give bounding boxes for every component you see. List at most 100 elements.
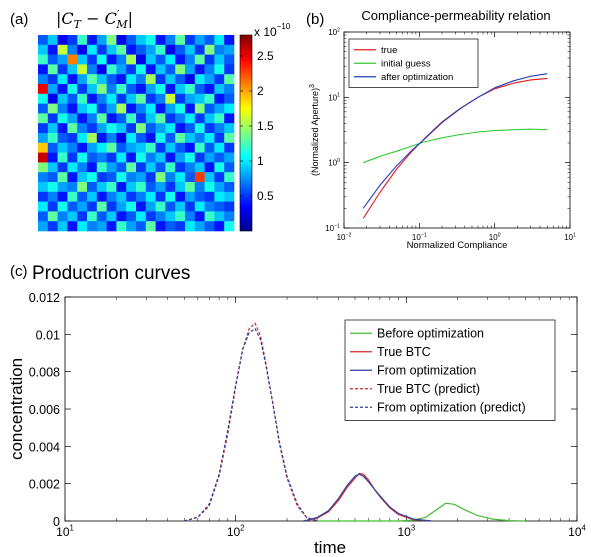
heatmap-cell: [38, 162, 49, 173]
legend-label: True BTC (predict): [377, 382, 480, 396]
heatmap-cell: [116, 182, 127, 193]
heatmap-cell: [145, 93, 156, 104]
heatmap-cell: [175, 123, 186, 134]
heatmap-cell: [126, 142, 137, 153]
panel-b-tag: (b): [306, 11, 324, 28]
colorbar-ticks: 0.5 1 1.5 2 2.5: [240, 49, 274, 203]
heatmap-cell: [38, 64, 49, 75]
heatmap-cell: [57, 44, 68, 55]
heatmap-cell: [47, 93, 58, 104]
x-tick-label-base: 10: [564, 233, 573, 242]
heatmap-cell: [214, 221, 225, 232]
heatmap-cell: [47, 201, 58, 212]
heatmap-cell: [106, 133, 117, 144]
heatmap-cell: [38, 221, 49, 232]
heatmap-cell: [106, 201, 117, 212]
heatmap-cell: [116, 142, 127, 153]
x-tick-label: 101: [56, 524, 74, 539]
x-tick-label-exp: 0: [498, 232, 501, 238]
heatmap-cell: [77, 103, 88, 114]
x-tick-label: 10−1: [412, 232, 427, 242]
heatmap-cell: [116, 133, 127, 144]
heatmap-cell: [126, 152, 137, 163]
panel-c: (c) Productrion curves 101 102 103 10400.00…: [7, 263, 587, 557]
heatmap-cell: [155, 103, 166, 114]
heatmap-cell: [185, 64, 196, 75]
heatmap-cell: [77, 133, 88, 144]
heatmap-cell: [194, 84, 205, 95]
y-tick-label: 0.002: [29, 478, 60, 492]
heatmap-cell: [106, 221, 117, 232]
heatmap-cell: [47, 44, 58, 55]
heatmap-cell: [126, 211, 137, 222]
heatmap-cell: [116, 162, 127, 173]
heatmap-cell: [185, 201, 196, 212]
heatmap-cell: [165, 74, 176, 85]
heatmap-cell: [145, 182, 156, 193]
series-line-initial-guess: [363, 128, 548, 164]
heatmap-cell: [47, 74, 58, 85]
x-tick-label: 102: [227, 524, 245, 539]
heatmap-cell: [106, 113, 117, 124]
heatmap-cell: [204, 74, 215, 85]
heatmap-cell: [57, 191, 68, 202]
heatmap-cell: [38, 133, 49, 144]
heatmap-cell: [214, 162, 225, 173]
heatmap-cell: [224, 162, 235, 173]
heatmap-cell: [57, 133, 68, 144]
heatmap-cell: [67, 44, 78, 55]
heatmap-cell: [87, 191, 98, 202]
heatmap-cell: [224, 221, 235, 232]
panel-b: (b) Compliance-permeability relation 10−…: [306, 8, 576, 251]
plot-c-series: [184, 322, 526, 522]
heatmap-cell: [87, 142, 98, 153]
heatmap-cell: [67, 54, 78, 65]
heatmap-cell: [38, 84, 49, 95]
heatmap-cell: [126, 64, 137, 75]
heatmap-cell: [194, 74, 205, 85]
heatmap-cell: [185, 172, 196, 183]
heatmap-cell: [38, 113, 49, 124]
heatmap-cell: [96, 54, 107, 65]
plot-b-xlabel: Normalized Compliance: [407, 240, 508, 251]
heatmap-cell: [185, 142, 196, 153]
heatmap-cell: [145, 142, 156, 153]
heatmap-cell: [77, 84, 88, 95]
legend-label: True BTC: [377, 345, 431, 359]
heatmap-cell: [126, 103, 137, 114]
x-tick-label: 103: [397, 524, 415, 539]
heatmap-cell: [47, 211, 58, 222]
panel-b-title: Compliance-permeability relation: [361, 8, 550, 23]
heatmap-cell: [165, 35, 176, 46]
heatmap-cell: [175, 64, 186, 75]
heatmap-cell: [194, 93, 205, 104]
heatmap-cell: [145, 123, 156, 134]
heatmap-cell: [47, 142, 58, 153]
y-tick-label: 0.01: [36, 328, 60, 342]
heatmap-cell: [185, 211, 196, 222]
heatmap-cell: [175, 142, 186, 153]
colorbar-tick-label: 1: [257, 154, 264, 168]
heatmap-cell: [116, 152, 127, 163]
colorbar-multiplier: x 10−10: [254, 22, 291, 39]
heatmap-cell: [136, 142, 147, 153]
heatmap-cell: [87, 201, 98, 212]
heatmap-cell: [38, 172, 49, 183]
x-tick-label-exp: −1: [421, 232, 427, 238]
heatmap-cell: [224, 44, 235, 55]
heatmap-cell: [67, 152, 78, 163]
heatmap-cell: [116, 191, 127, 202]
heatmap-cell: [204, 113, 215, 124]
heatmap-cell: [106, 142, 117, 153]
heatmap-cell: [136, 44, 147, 55]
heatmap-cell: [145, 54, 156, 65]
heatmap-cell: [116, 113, 127, 124]
heatmap-cell: [38, 35, 49, 46]
heatmap-cell: [126, 35, 137, 46]
heatmap-cell: [194, 191, 205, 202]
heatmap-cell: [116, 54, 127, 65]
heatmap-cell: [165, 191, 176, 202]
heatmap-cell: [67, 142, 78, 153]
heatmap-cell: [67, 113, 78, 124]
